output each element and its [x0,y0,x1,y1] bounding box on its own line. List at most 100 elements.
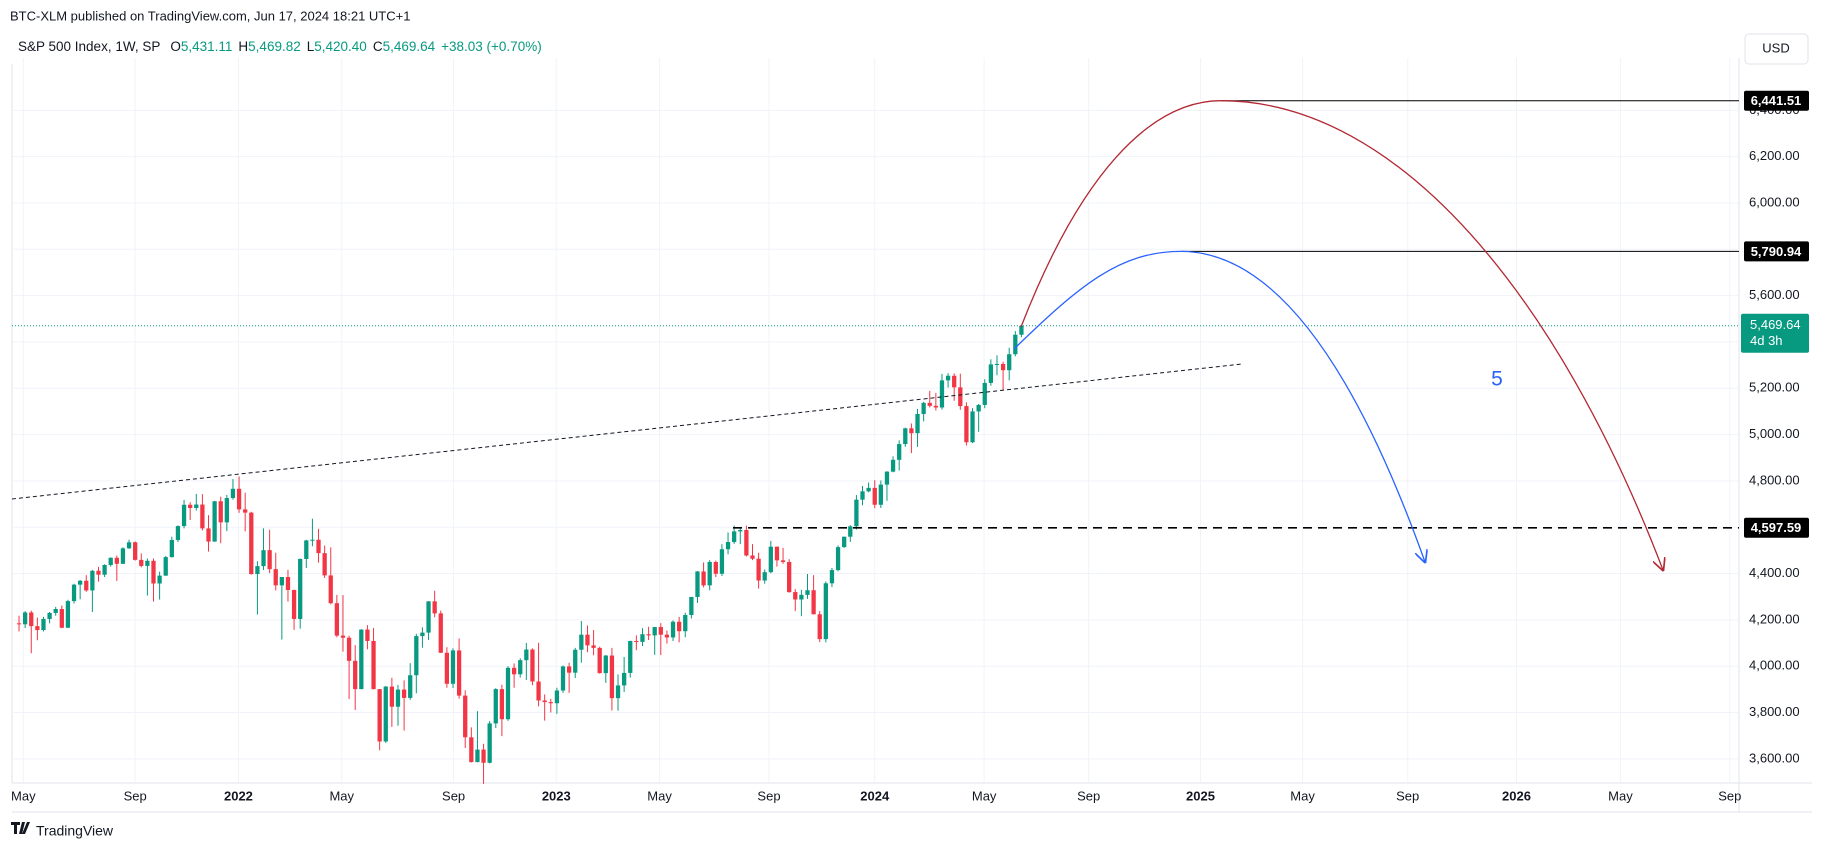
candle-body [713,561,718,574]
candle-body [481,749,486,763]
x-tick-label: 2026 [1502,788,1531,803]
blue-projection [1013,250,1425,562]
candle-body [181,504,187,527]
candle-body [780,560,786,562]
candle-body [823,583,828,640]
candle-body [670,621,676,638]
candle-body [542,700,547,703]
candle-body [84,580,89,591]
y-tick-label: 5,000.00 [1749,426,1800,441]
candle-body [218,501,223,523]
header: BTC-XLM published on TradingView.com, Ju… [10,8,410,23]
candle-body [469,737,474,763]
candle-body [585,634,590,646]
candle-body [909,428,914,434]
candle-body [890,459,896,472]
candle-body [383,686,388,742]
candle-body [511,667,517,675]
candle-body [90,570,95,591]
ohlc-value: 5,431.11 [181,39,233,54]
candle-body [279,577,284,586]
candle-body [609,655,615,699]
candle-body [768,546,773,573]
candle-body [738,530,743,532]
candle-body [304,540,309,559]
candle-body [29,612,34,627]
candle-body [933,405,938,408]
candle-body [634,640,639,642]
candle-body [285,577,291,590]
candle-body [322,553,327,576]
y-tick-label: 5,600.00 [1749,287,1800,302]
candle-body [200,504,205,529]
currency-button[interactable] [1744,33,1809,65]
candle-body [548,702,553,704]
y-tick-label: 3,800.00 [1749,704,1800,719]
candle-body [701,571,706,586]
candle-body [16,623,22,625]
candle-body [414,636,419,676]
candle-body [848,526,853,537]
candle-body [96,570,101,575]
ohlc-key: O [170,39,181,54]
x-tick-label: Sep [1718,788,1741,803]
candle-body [139,559,144,566]
candle-body [426,601,431,633]
y-tick-label: 6,200.00 [1749,148,1800,163]
candle-body [261,550,266,567]
x-tick-label: 2024 [860,788,890,803]
x-tick-label: Sep [1396,788,1419,803]
candle-body [120,548,126,564]
trend-line [11,363,1243,500]
candle-body [811,590,816,615]
candle-body [346,637,352,661]
candle-body [762,572,767,581]
candle-body [328,575,333,604]
candle-body [114,557,119,564]
candle-body [829,570,835,584]
candle-body [145,560,150,566]
last-price-label: 5,469.64 [1750,317,1801,332]
candle-body [554,690,560,704]
candle-body [664,634,670,638]
ohlc-key: C [373,39,383,54]
candle-body [652,627,657,636]
candle-body [897,444,902,460]
y-tick-label: 4,200.00 [1749,611,1800,626]
candle-body [530,649,535,682]
x-tick-label: May [11,788,36,803]
currency[interactable]: USD [1762,40,1789,55]
candle-body [524,649,529,661]
candle-body [884,471,890,485]
candle-body [817,614,822,640]
candle-body [463,695,468,738]
candle-body [175,526,181,540]
candle-body [163,557,168,576]
candle-body [157,575,162,584]
candle-body [787,561,792,593]
y-tick-label: 4,800.00 [1749,472,1800,487]
countdown-label: 4d 3h [1750,333,1783,348]
level-price-box [1744,517,1809,538]
candle-body [108,557,113,565]
candle-body [952,375,957,388]
candle-body [860,491,865,500]
candle-body [982,382,987,405]
candle-body [298,558,303,619]
x-tick-label: 2023 [542,788,571,803]
candle-body [835,547,841,571]
candle-body [78,580,83,585]
x-tick-label: May [329,788,354,803]
candle-body [133,542,138,560]
candle-body [224,498,229,523]
last-price-box [1741,313,1809,353]
candle-body [566,666,572,673]
candle-body [444,652,450,684]
level-price-label: 6,441.51 [1751,93,1802,108]
level-price-box [1744,241,1809,262]
x-tick-label: Sep [442,788,465,803]
candle-body [945,375,951,381]
candle-body [597,647,602,674]
ohlc-key: L [307,39,315,54]
